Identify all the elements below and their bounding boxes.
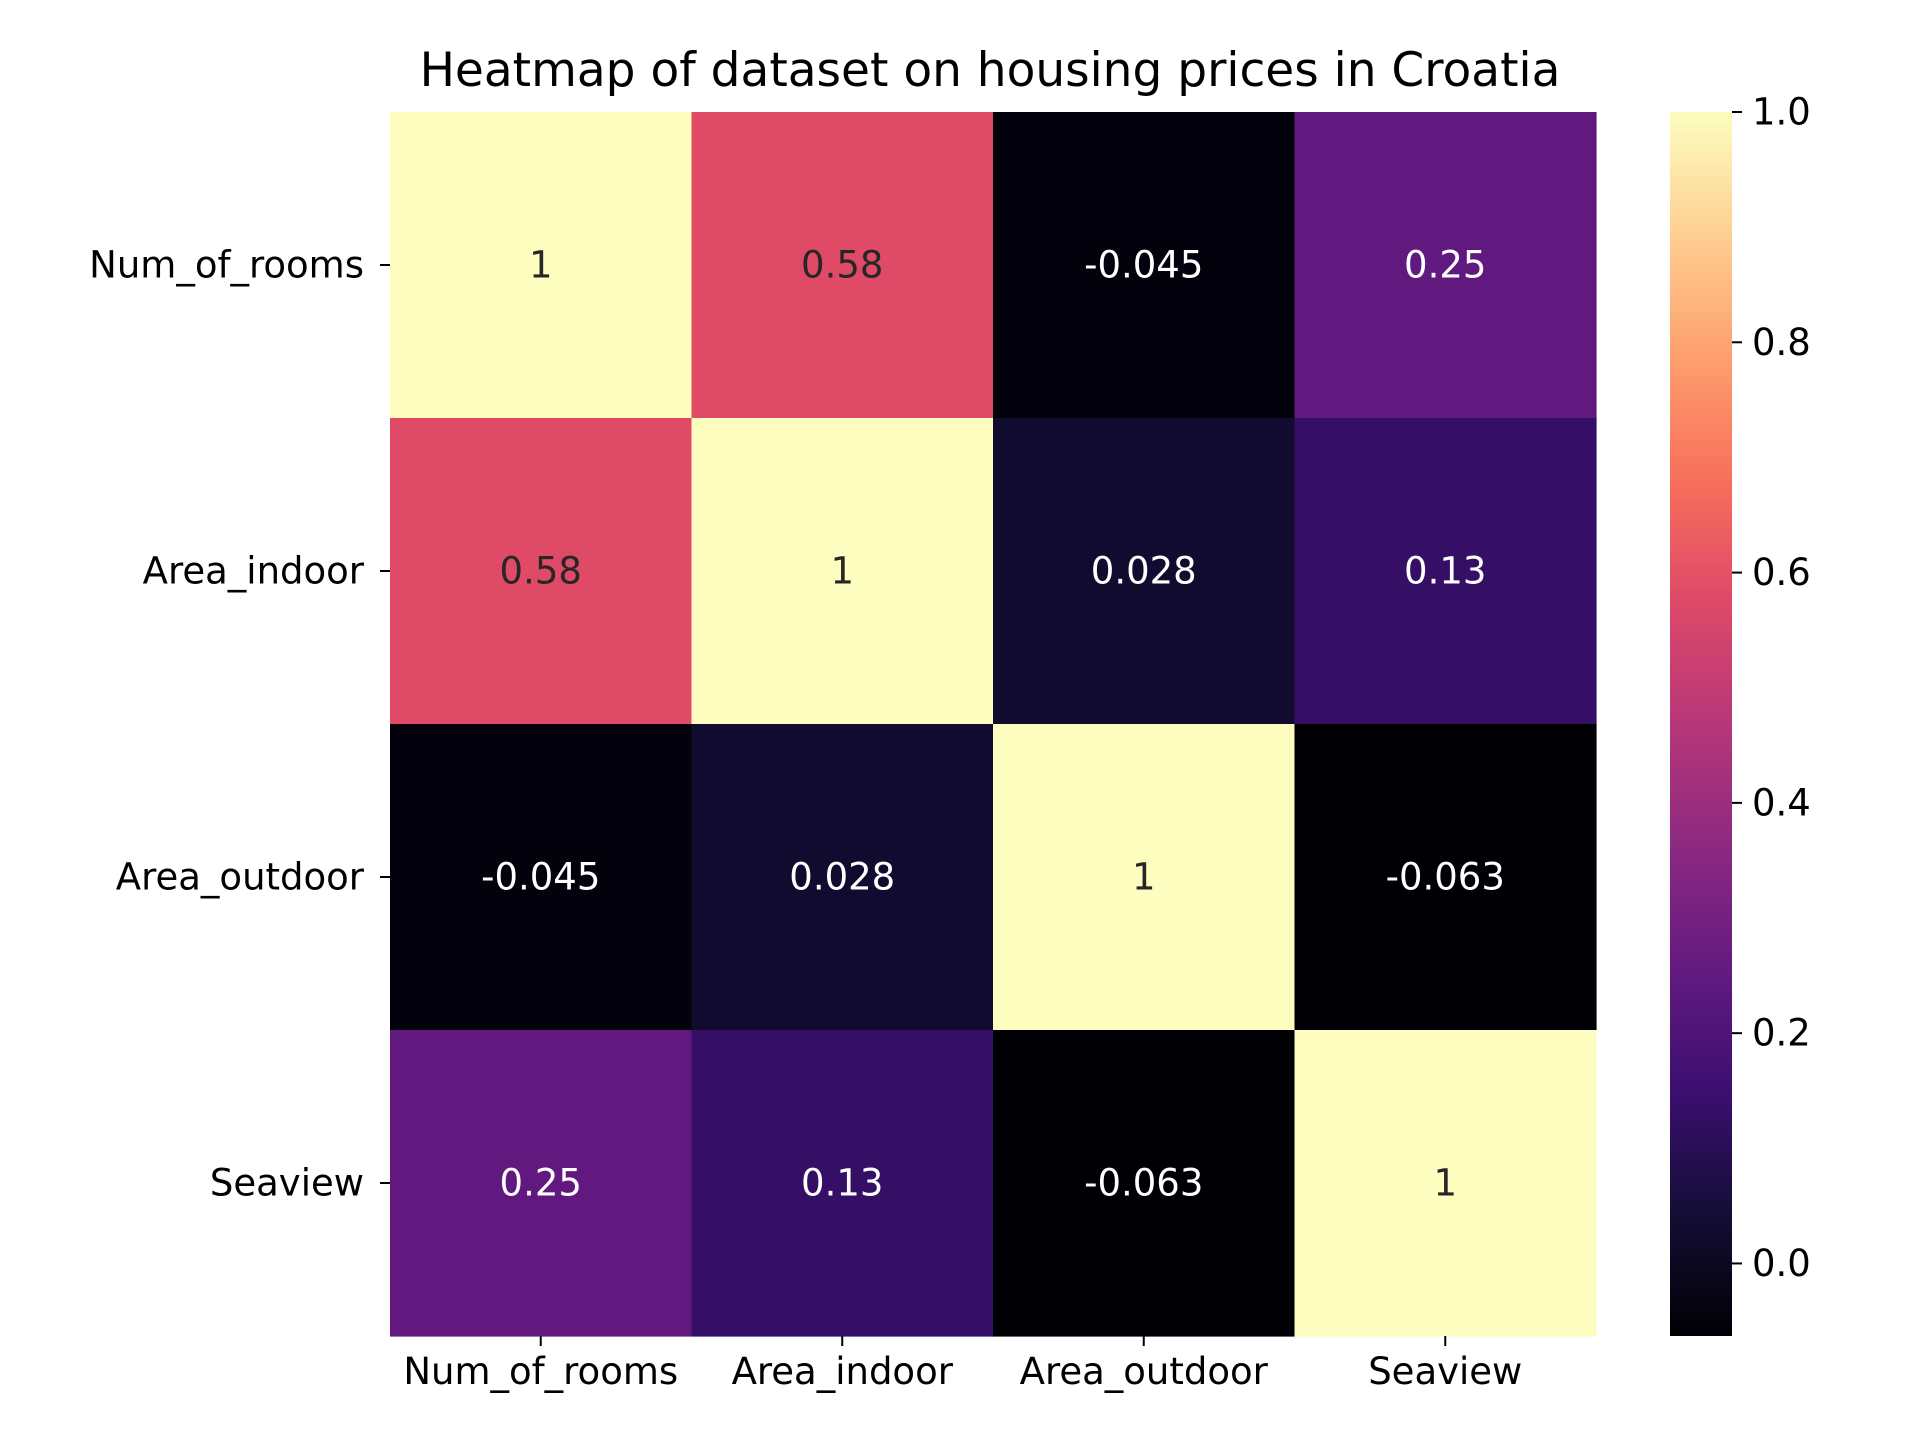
heatmap-cell-1-1 [691, 418, 994, 725]
cell-annotation-1-3: 0.13 [1404, 550, 1486, 593]
colorbar-gradient [1670, 112, 1732, 1336]
chart-title: Heatmap of dataset on housing prices in … [420, 43, 1561, 98]
heatmap-cell-1-3 [1294, 418, 1597, 725]
heatmap-cell-0-1 [691, 112, 994, 419]
y-tick-label: Area_indoor [143, 550, 365, 593]
heatmap-cell-2-2 [993, 724, 1296, 1031]
cell-annotation-1-0: 0.58 [500, 550, 582, 593]
cell-annotation-3-0: 0.25 [500, 1162, 582, 1205]
colorbar-tick-label: 0.2 [1752, 1012, 1811, 1055]
heatmap-cell-0-2 [993, 112, 1296, 419]
heatmap-cell-1-0 [390, 418, 693, 725]
cell-annotation-3-2: -0.063 [1084, 1162, 1203, 1205]
colorbar-tick-label: 1.0 [1752, 91, 1811, 134]
heatmap-cell-3-1 [691, 1030, 994, 1337]
y-tick-label: Area_outdoor [116, 856, 365, 899]
heatmap-cell-2-0 [390, 724, 693, 1031]
heatmap-cell-3-3 [1294, 1030, 1597, 1337]
y-tick-label: Seaview [210, 1162, 364, 1205]
x-axis: Num_of_rooms Area_indoor Area_outdoor Seavi… [403, 1336, 1522, 1393]
heatmap-cell-3-0 [390, 1030, 693, 1337]
heatmap-cell-0-0 [390, 112, 693, 419]
heatmap-cell-2-3 [1294, 724, 1597, 1031]
heatmap-cells: 1 0.58 -0.045 0.25 0.58 1 0.028 0.13 -0.045 0.028… [390, 112, 1597, 1337]
cell-annotation-0-3: 0.25 [1404, 244, 1486, 287]
colorbar-tick-label: 0.0 [1752, 1242, 1811, 1285]
colorbar-tick-label: 0.6 [1752, 551, 1811, 594]
cell-annotation-3-3: 1 [1433, 1162, 1457, 1205]
heatmap-cell-0-3 [1294, 112, 1597, 419]
colorbar: 0.0 0.2 0.4 0.6 0.8 1.0 [1670, 91, 1811, 1336]
heatmap-cell-2-1 [691, 724, 994, 1031]
cell-annotation-3-1: 0.13 [801, 1162, 883, 1205]
x-tick-label: Num_of_rooms [403, 1350, 678, 1393]
cell-annotation-2-2: 1 [1132, 856, 1156, 899]
x-tick-label: Seaview [1368, 1350, 1522, 1393]
colorbar-tick-label: 0.4 [1752, 781, 1811, 824]
cell-annotation-0-2: -0.045 [1084, 244, 1203, 287]
cell-annotation-0-0: 1 [529, 244, 553, 287]
y-tick-label: Num_of_rooms [89, 244, 364, 287]
cell-annotation-2-1: 0.028 [789, 856, 895, 899]
cell-annotation-2-0: -0.045 [481, 856, 600, 899]
cell-annotation-1-1: 1 [830, 550, 854, 593]
x-tick-label: Area_outdoor [1020, 1350, 1269, 1393]
heatmap-cell-3-2 [993, 1030, 1296, 1337]
cell-annotation-1-2: 0.028 [1091, 550, 1197, 593]
cell-annotation-0-1: 0.58 [801, 244, 883, 287]
heatmap-cell-1-2 [993, 418, 1296, 725]
colorbar-tick-label: 0.8 [1752, 321, 1811, 364]
cell-annotation-2-3: -0.063 [1386, 856, 1505, 899]
y-axis: Num_of_rooms Area_indoor Area_outdoor Seavi… [89, 244, 390, 1205]
x-tick-label: Area_indoor [732, 1350, 954, 1393]
